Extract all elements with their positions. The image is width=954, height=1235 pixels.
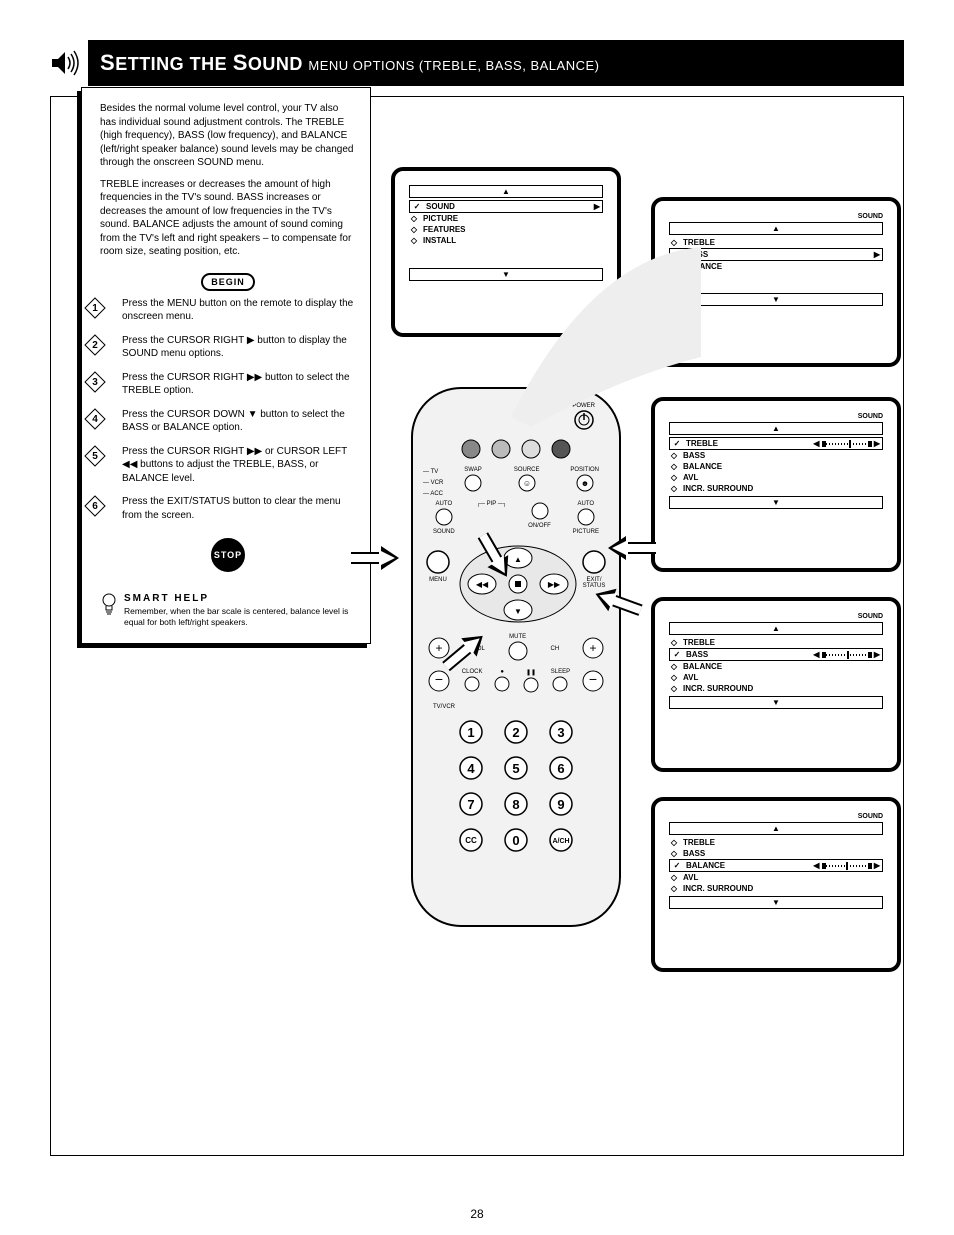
step-5: 5 Press the CURSOR RIGHT ▶▶ or CURSOR LE…	[100, 445, 356, 486]
svg-text:6: 6	[557, 761, 564, 776]
green-button[interactable]	[491, 439, 511, 461]
svg-text:5: 5	[512, 761, 519, 776]
intro-p1: Besides the normal volume level control,…	[100, 102, 356, 170]
content-frame: Besides the normal volume level control,…	[50, 96, 904, 1156]
pause-button[interactable]: ❚❚	[522, 669, 540, 696]
svg-text:4: 4	[92, 414, 98, 425]
osd-row-features: ◇FEATURES	[409, 224, 603, 235]
menu-button[interactable]: MENU	[425, 549, 451, 583]
svg-text:5: 5	[92, 451, 98, 462]
svg-text:▼: ▼	[514, 607, 522, 616]
auto-sound-button[interactable]: AUTOSOUND	[433, 501, 455, 535]
row-pip: AUTOSOUND ┌─ PIP ─┐ ON/OFF AUTOPICTURE	[433, 501, 599, 535]
svg-text:2: 2	[92, 340, 98, 351]
swap-button[interactable]: SWAP	[463, 467, 483, 495]
vol-down-button[interactable]: −	[427, 669, 451, 696]
svg-text:2: 2	[512, 725, 519, 740]
smart-help: SMART HELP Remember, when the bar scale …	[100, 592, 356, 628]
osd-balance: SOUND ▲ ◇TREBLE ◇BASS ✓BALANCE◀ ▶ ◇AVL ◇…	[651, 797, 901, 972]
num-2-button[interactable]: 2	[503, 719, 529, 747]
ach-button[interactable]: A/CH	[548, 827, 574, 855]
svg-text:7: 7	[468, 797, 475, 812]
hand-pointer-exit	[586, 532, 656, 574]
svg-text:☺: ☺	[523, 479, 531, 488]
page-header: SETTING THE SOUND MENU OPTIONS (TREBLE, …	[50, 40, 904, 86]
begin-badge: BEGIN	[201, 273, 255, 291]
yellow-button[interactable]	[521, 439, 541, 461]
header-title: SETTING THE SOUND MENU OPTIONS (TREBLE, …	[88, 40, 904, 86]
num-3-button[interactable]: 3	[548, 719, 574, 747]
num-4-button[interactable]: 4	[458, 755, 484, 783]
svg-text:A/CH: A/CH	[552, 838, 569, 845]
auto-picture-button[interactable]: AUTOPICTURE	[573, 501, 599, 535]
osd-row-picture: ◇PICTURE	[409, 213, 603, 224]
svg-text:−: −	[435, 671, 443, 687]
step-num-1: 1	[84, 297, 106, 319]
sleep-button[interactable]: SLEEP	[551, 669, 570, 696]
stop-badge: STOP	[211, 538, 245, 572]
beam-graphic	[471, 237, 711, 437]
svg-text:1: 1	[468, 725, 475, 740]
mode-switch[interactable]: — TV — VCR — ACC	[423, 467, 443, 500]
ch-up-button[interactable]: +	[581, 636, 605, 662]
color-buttons-row	[413, 439, 619, 461]
smart-help-heading: SMART HELP	[124, 592, 356, 606]
svg-text:▶▶: ▶▶	[548, 580, 561, 589]
svg-text:3: 3	[92, 377, 98, 388]
number-pad: 1 2 3 4 5 6 7 8 9 CC 0 A/CH	[413, 719, 619, 855]
num-8-button[interactable]: 8	[503, 791, 529, 819]
svg-text:1: 1	[92, 303, 98, 314]
rec-button[interactable]: ●	[493, 669, 511, 696]
speaker-icon	[50, 48, 80, 78]
page-number: 28	[0, 1207, 954, 1221]
hand-pointer-menu	[351, 542, 421, 584]
svg-text:+: +	[589, 641, 596, 655]
smart-help-body: Remember, when the bar scale is centered…	[124, 606, 356, 629]
cc-button[interactable]: CC	[458, 827, 484, 855]
red-button[interactable]	[461, 439, 481, 461]
step-6: 6 Press the EXIT/STATUS button to clear …	[100, 495, 356, 522]
ch-down-button[interactable]: −	[581, 669, 605, 696]
svg-text:☻: ☻	[580, 479, 588, 488]
intro-p2: TREBLE increases or decreases the amount…	[100, 178, 356, 259]
step-4: 4 Press the CURSOR DOWN ▼ button to sele…	[100, 408, 356, 435]
num-7-button[interactable]: 7	[458, 791, 484, 819]
num-9-button[interactable]: 9	[548, 791, 574, 819]
svg-text:9: 9	[557, 797, 564, 812]
num-6-button[interactable]: 6	[548, 755, 574, 783]
num-5-button[interactable]: 5	[503, 755, 529, 783]
svg-text:0: 0	[512, 833, 519, 848]
position-button[interactable]: POSITION☻	[570, 467, 599, 495]
svg-text:6: 6	[92, 501, 98, 512]
num-1-button[interactable]: 1	[458, 719, 484, 747]
svg-text:−: −	[589, 671, 597, 687]
svg-text:3: 3	[557, 725, 564, 740]
instruction-card: Besides the normal volume level control,…	[81, 87, 371, 644]
tvvcr-label: TV/VCR	[433, 704, 455, 710]
osd-row-sound: ✓SOUND▶	[409, 200, 603, 213]
lightbulb-icon	[100, 592, 118, 628]
step-1: 1 Press the MENU button on the remote to…	[100, 297, 356, 324]
step-3: 3 Press the CURSOR RIGHT ▶▶ button to se…	[100, 371, 356, 398]
svg-text:8: 8	[512, 797, 519, 812]
blue-button[interactable]	[551, 439, 571, 461]
source-button[interactable]: SOURCE☺	[514, 467, 540, 495]
osd-bass: SOUND ▲ ◇TREBLE ✓BASS◀ ▶ ◇BALANCE ◇AVL ◇…	[651, 597, 901, 772]
osd-nav-up: ▲	[409, 185, 603, 198]
pip-onoff-button[interactable]: ON/OFF	[528, 501, 551, 535]
num-0-button[interactable]: 0	[503, 827, 529, 855]
svg-text:CC: CC	[466, 836, 478, 845]
row-swap: SWAP SOURCE☺ POSITION☻	[463, 467, 599, 495]
svg-text:4: 4	[468, 761, 476, 776]
remote-control: POWER — TV — VCR — ACC S	[401, 387, 631, 947]
step-2: 2 Press the CURSOR RIGHT ▶ button to dis…	[100, 334, 356, 361]
